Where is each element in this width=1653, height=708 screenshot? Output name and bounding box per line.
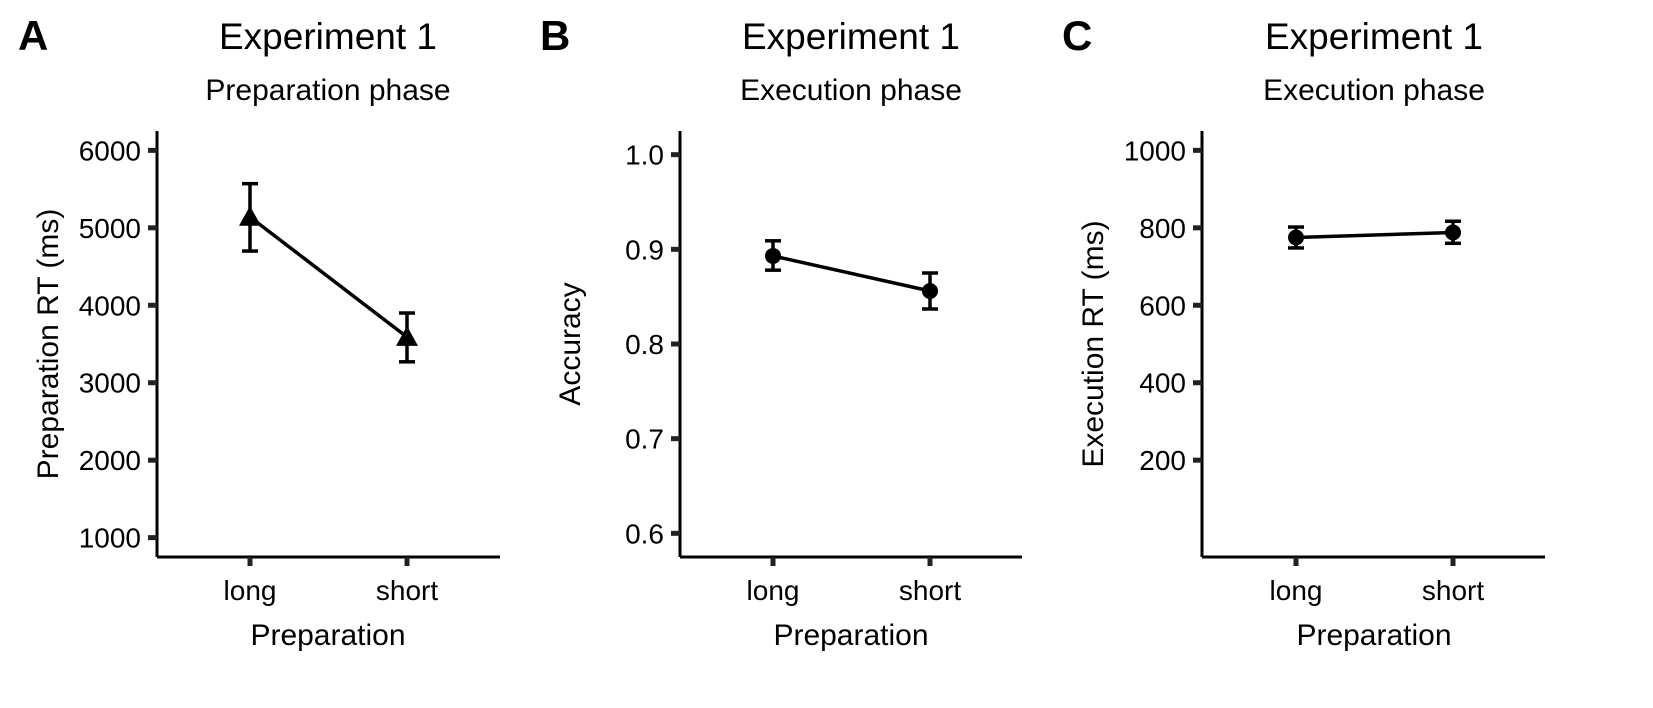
chart-subtitle: Execution phase (740, 74, 962, 107)
series-line (248, 215, 409, 339)
data-point (922, 282, 938, 299)
panel-letter: A (18, 12, 48, 59)
x-axis-title: Preparation (1296, 619, 1451, 652)
data-point (1445, 224, 1461, 241)
y-axis-title: Execution RT (ms) (1077, 220, 1110, 467)
y-tick-label: 1000 (79, 523, 141, 554)
y-tick-label: 2000 (79, 445, 141, 476)
y-tick-label: 4000 (79, 290, 141, 321)
y-tick-label: 800 (1139, 213, 1186, 244)
x-axis-title: Preparation (250, 619, 405, 652)
x-tick-label: long (747, 575, 800, 606)
y-tick-label: 0.9 (625, 234, 664, 265)
y-tick-label: 0.6 (625, 518, 664, 549)
chart-subtitle: Preparation phase (205, 74, 450, 107)
y-tick-label: 400 (1139, 368, 1186, 399)
data-point (239, 205, 261, 226)
y-tick-label: 6000 (79, 135, 141, 166)
x-tick-label: short (899, 575, 961, 606)
y-tick-label: 3000 (79, 368, 141, 399)
y-axis-title: Preparation RT (ms) (32, 209, 65, 480)
panel-letter: C (1062, 12, 1092, 59)
y-tick-label: 0.7 (625, 424, 664, 455)
data-point (396, 326, 418, 346)
x-tick-label: long (1270, 575, 1323, 606)
x-tick-label: short (1422, 575, 1484, 606)
y-tick-label: 5000 (79, 213, 141, 244)
chart-title: Experiment 1 (219, 16, 437, 57)
y-axis-title: Accuracy (554, 282, 587, 405)
x-tick-label: short (376, 575, 438, 606)
y-tick-label: 1.0 (625, 140, 664, 171)
data-point (1288, 229, 1304, 246)
series-line (1295, 230, 1454, 240)
chart-title: Experiment 1 (742, 16, 960, 57)
chart-title: Experiment 1 (1265, 16, 1483, 57)
panel-a: A Experiment 1 Preparation phase 1000 2000 30… (18, 12, 500, 652)
chart-subtitle: Execution phase (1263, 74, 1485, 107)
panel-c: C Experiment 1 Execution phase 200 400 600 800… (1062, 12, 1545, 652)
x-tick-label: long (224, 575, 277, 606)
y-tick-label: 200 (1139, 445, 1186, 476)
data-point (765, 247, 781, 264)
x-axis-title: Preparation (773, 619, 928, 652)
y-tick-label: 1000 (1124, 135, 1186, 166)
series-line (772, 254, 931, 293)
panel-b: B Experiment 1 Execution phase 0.6 0.7 0.8 0.9… (540, 12, 1022, 652)
y-tick-label: 0.8 (625, 329, 664, 360)
y-tick-label: 600 (1139, 290, 1186, 321)
panel-letter: B (540, 12, 570, 59)
